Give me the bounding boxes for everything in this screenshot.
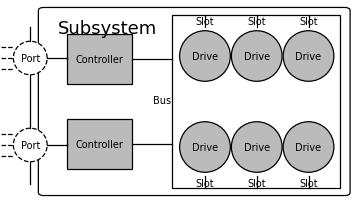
Ellipse shape bbox=[231, 32, 282, 82]
Text: Drive: Drive bbox=[295, 142, 322, 152]
Text: Slot: Slot bbox=[299, 17, 318, 27]
Text: Drive: Drive bbox=[192, 142, 218, 152]
Ellipse shape bbox=[231, 122, 282, 172]
Bar bbox=[172, 16, 339, 188]
Text: Drive: Drive bbox=[244, 142, 270, 152]
Ellipse shape bbox=[283, 32, 334, 82]
Text: Drive: Drive bbox=[192, 52, 218, 62]
Ellipse shape bbox=[180, 32, 230, 82]
Ellipse shape bbox=[283, 122, 334, 172]
Ellipse shape bbox=[13, 42, 47, 75]
Text: Subsystem: Subsystem bbox=[58, 20, 157, 37]
Text: Controller: Controller bbox=[75, 55, 123, 65]
Bar bbox=[66, 35, 132, 85]
Text: Slot: Slot bbox=[196, 17, 214, 27]
Bar bbox=[66, 119, 132, 169]
Text: Slot: Slot bbox=[299, 178, 318, 188]
Text: Slot: Slot bbox=[196, 178, 214, 188]
FancyBboxPatch shape bbox=[38, 8, 350, 196]
Text: Controller: Controller bbox=[75, 139, 123, 149]
Text: Slot: Slot bbox=[247, 178, 266, 188]
Text: Drive: Drive bbox=[295, 52, 322, 62]
Text: Port: Port bbox=[21, 54, 40, 64]
Text: Bus: Bus bbox=[153, 96, 171, 106]
Ellipse shape bbox=[180, 122, 230, 172]
Text: Slot: Slot bbox=[247, 17, 266, 27]
Ellipse shape bbox=[13, 129, 47, 162]
Text: Port: Port bbox=[21, 140, 40, 150]
Text: Drive: Drive bbox=[244, 52, 270, 62]
